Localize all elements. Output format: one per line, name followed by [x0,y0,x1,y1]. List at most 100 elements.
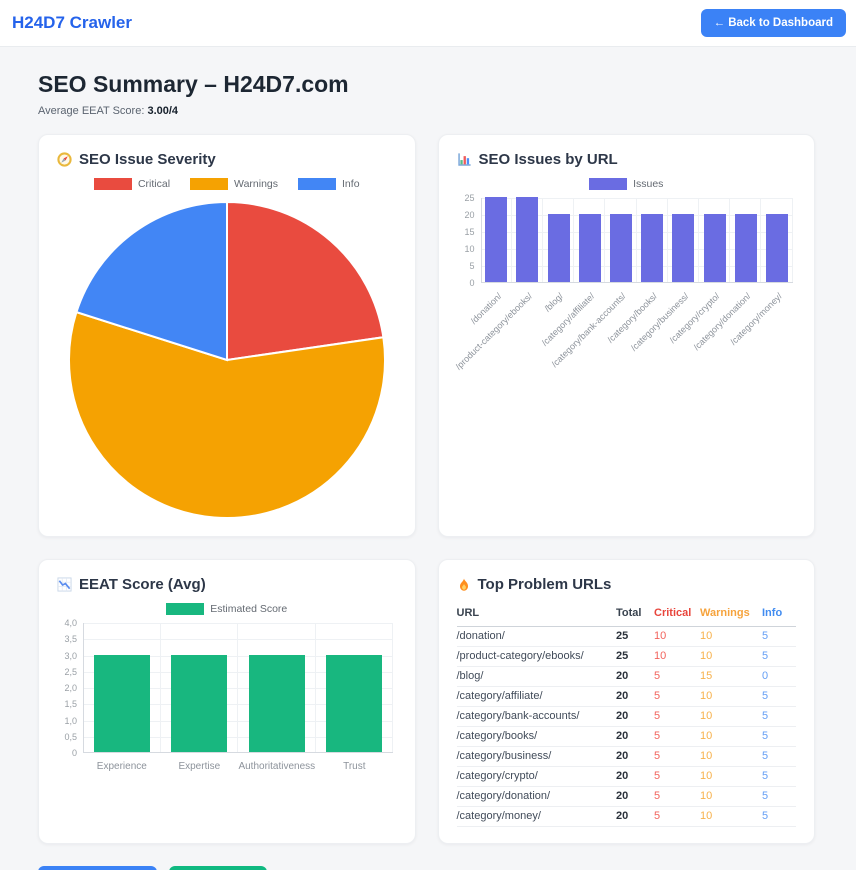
plot-area [480,197,793,283]
col-total: 20 [616,670,629,682]
bar[interactable] [171,654,228,752]
issues-bar-chart[interactable]: 25 20 15 10 5 0/donation//product-category/eb… [454,193,797,384]
table-row[interactable]: /category/crypto/20 5 10 5 [456,767,796,787]
gridline [83,720,393,722]
gridline [510,198,512,283]
problem-urls-table: URL Total Critical Warnings Info/donation/25… [456,603,796,827]
table-row[interactable]: /category/donation/20 5 10 5 [456,787,796,807]
gridline [480,249,793,250]
col-critical: 5 [654,750,661,762]
bar[interactable] [248,654,305,752]
table-row[interactable]: /category/business/20 5 10 5 [456,747,796,767]
pie-chart[interactable] [57,198,397,520]
col-url: /category/business/ [456,750,552,762]
gridline [83,623,393,624]
card-eeat-score: EEAT Score (Avg) Estimated Score 4,0 3,5 3… [38,559,416,844]
back-to-dashboard-button[interactable]: ← Back to Dashboard [700,9,846,37]
legend-item[interactable]: Info [298,178,360,190]
col-total: 20 [616,810,629,822]
chart-decreasing-icon [57,577,72,592]
legend-item[interactable]: Warnings [190,178,278,190]
legend-swatch [190,178,229,190]
x-axis-label-text: /category/business/ [628,291,691,353]
col-warnings: 10 [700,770,713,782]
col-url: /category/books/ [456,730,538,742]
col-critical: 5 [654,690,661,702]
eeat-bar-chart[interactable]: 4,0 3,5 3,0 2,5 2,0 1,5 1,0 0,5 0 Experience Exper… [57,618,397,781]
col-info: 5 [762,770,769,782]
col-total: 25 [616,650,629,662]
col-critical: 10 [654,630,667,642]
col-url: /category/bank-accounts/ [456,710,580,722]
col-total: 20 [616,690,629,702]
gridline [480,215,793,216]
col-critical: 5 [654,810,661,822]
legend-item[interactable]: Estimated Score [166,603,287,615]
download-csv-button[interactable]: Download CSV [38,866,157,870]
y-axis-tick: 2,5 [64,666,77,677]
pie-slice-critical[interactable] [225,200,385,362]
eeat-average-value: 3.00/4 [147,105,179,117]
table-row[interactable]: /category/money/20 5 10 5 [456,807,796,827]
gridline [83,704,393,706]
y-axis-tick: 5 [469,261,475,271]
card-title-issues: SEO Issues by URL [457,151,797,168]
bar[interactable] [485,197,508,282]
bar[interactable] [734,214,757,282]
eeat-average-label: Average EEAT Score: [38,105,145,117]
col-critical: 5 [654,710,661,722]
y-axis-tick: 0 [469,278,475,288]
bar[interactable] [765,214,788,282]
bar[interactable] [641,214,664,282]
col-warnings: 15 [700,670,713,682]
cards-grid: SEO Issue Severity Critical Warnings Info … [38,134,815,844]
bar[interactable] [672,214,695,282]
card-seo-issue-severity: SEO Issue Severity Critical Warnings Info [38,134,416,537]
pie-slice-info[interactable] [74,200,228,362]
col-critical: 10 [654,650,667,662]
gridline [83,688,393,689]
legend-label: Warnings [234,178,279,190]
table-row[interactable]: /category/affiliate/20 5 10 5 [456,687,796,707]
bar[interactable] [578,214,601,282]
table-row[interactable]: /product-category/ebooks/25 10 10 5 [456,647,796,667]
y-axis-tick: 1,5 [64,699,77,710]
eeat-average-score: Average EEAT Score: 3.00/4 [38,105,815,117]
legend-item[interactable]: Critical [93,178,170,190]
bar[interactable] [703,214,726,282]
gridline [697,198,699,283]
table-row[interactable]: /blog/20 5 15 0 [456,667,796,687]
fire-icon [457,577,471,593]
legend-label: Estimated Score [210,603,288,615]
card-title-severity: SEO Issue Severity [57,151,397,168]
bar[interactable] [547,214,570,282]
col-total-header: Total [616,607,642,619]
col-total: 20 [616,790,629,802]
x-axis-line [480,282,793,283]
bar[interactable] [93,654,150,752]
export-pdf-button[interactable]: Export PDF [168,866,267,870]
table-row[interactable]: /category/bank-accounts/20 5 10 5 [456,707,796,727]
col-total: 20 [616,770,629,782]
x-axis-label-text: /blog/ [542,291,566,314]
gridline [314,623,316,753]
bar[interactable] [326,654,383,752]
col-url-header: URL [456,607,480,619]
col-info-header: Info [762,607,783,619]
pie-slice-warnings[interactable] [67,310,386,519]
col-url: /product-category/ebooks/ [456,650,584,662]
card-top-problem-urls: Top Problem URLs URL Total Critical Warning… [437,559,815,844]
legend-item[interactable]: Issues [589,178,663,190]
col-total: 20 [616,730,629,742]
y-axis-tick: 1,0 [64,715,77,726]
table-row[interactable]: /donation/25 10 10 5 [456,627,796,647]
table-row[interactable]: /category/books/20 5 10 5 [456,727,796,747]
y-axis-tick: 25 [464,193,475,203]
bar[interactable] [609,214,632,282]
col-total: 20 [616,710,629,722]
eeat-legend: Estimated Score [57,603,397,615]
bar[interactable] [516,197,539,282]
col-info: 0 [762,670,769,682]
bar-chart-icon [457,152,472,167]
col-url: /donation/ [456,630,505,642]
